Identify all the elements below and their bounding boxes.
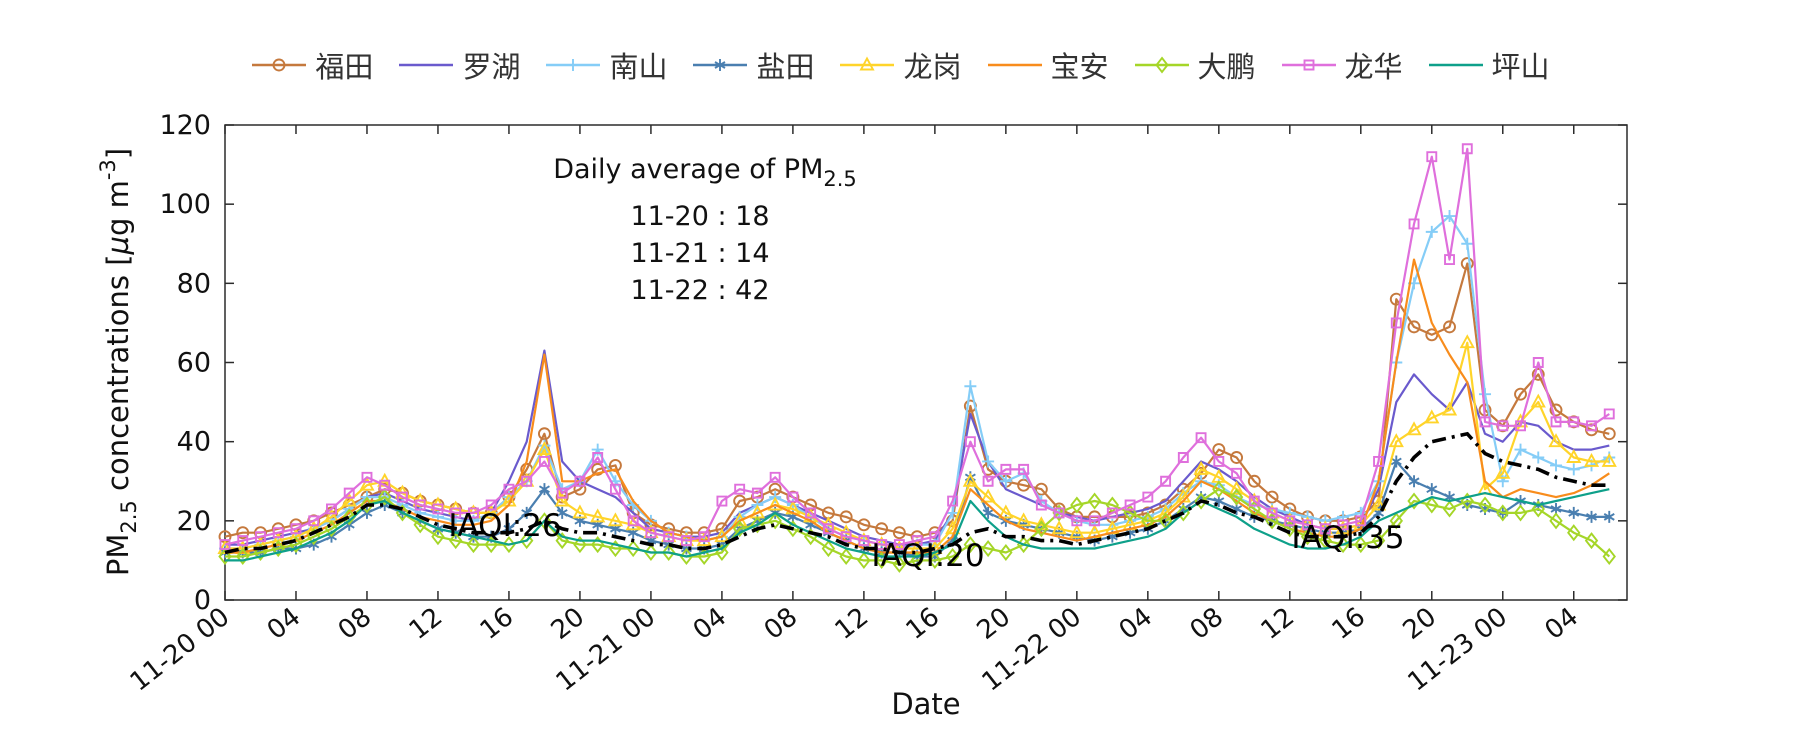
series-longhua	[219, 143, 1615, 551]
x-axis-label: Date	[891, 687, 960, 721]
x-tick-label: 08	[1185, 602, 1230, 646]
y-tick-label: 120	[159, 110, 211, 141]
series-line-nanshan	[225, 214, 1610, 550]
y-tick-label: 60	[177, 348, 211, 379]
pingshan-line-icon	[1428, 63, 1483, 67]
iaqi-label-3: IAQI:35	[1291, 520, 1404, 556]
x-tick-label: 11-20 00	[125, 602, 236, 698]
x-tick-label: 12	[1256, 602, 1301, 646]
legend-item-luohu: 罗湖	[397, 44, 520, 86]
y-axis-label: PM2.5 concentrations [µg m-3]	[96, 148, 141, 576]
series-pingshan	[225, 488, 1610, 562]
nanshan-line-marker-icon	[546, 59, 601, 71]
longgang-line-marker-icon	[840, 56, 895, 71]
series-lines	[217, 143, 1617, 573]
x-tick-label: 12	[404, 602, 449, 646]
daily-average-title: Daily average of PM2.5	[553, 154, 857, 191]
legend-label: 南山	[609, 50, 668, 84]
legend-item-longhua: 龙华	[1280, 44, 1403, 86]
iaqi-label-2: IAQI:20	[871, 538, 984, 574]
x-tick-label: 04	[688, 602, 733, 646]
average-line	[224, 431, 1610, 555]
y-tick-label: 100	[159, 189, 211, 220]
yantian-line-marker-icon	[693, 59, 748, 71]
x-tick-label: 16	[475, 602, 520, 646]
baoan-line-icon	[987, 63, 1042, 67]
x-tick-label: 04	[262, 602, 307, 646]
legend-item-baoan: 宝安	[986, 44, 1109, 86]
series-line-longhua	[224, 147, 1610, 546]
x-tick-label: 04	[1540, 602, 1585, 646]
legend: 福田 罗湖 南山 盐田 龙岗 宝安 大鹏 龙华 坪山	[0, 44, 1800, 86]
series-line-pingshan	[225, 488, 1610, 562]
daily-average-line-1: 11-20 : 18	[630, 201, 769, 232]
x-tick-label: 20	[972, 602, 1017, 646]
x-tick-label: 20	[546, 602, 591, 646]
longhua-line-marker-icon	[1281, 59, 1336, 71]
legend-label: 罗湖	[462, 50, 521, 84]
x-tick-label: 04	[1114, 602, 1159, 646]
series-line-dapeng	[225, 488, 1611, 566]
x-tick-label: 20	[1398, 602, 1443, 646]
legend-label: 龙华	[1344, 50, 1403, 84]
x-tick-label: 12	[830, 602, 875, 646]
y-tick-label: 80	[177, 268, 211, 299]
annotations: Daily average of PM2.5 11-20 : 18 11-21 …	[96, 148, 1405, 721]
legend-label: 福田	[315, 50, 374, 84]
futian-line-marker-icon	[252, 58, 307, 72]
legend-label: 盐田	[756, 50, 815, 84]
x-tick-label: 08	[333, 602, 378, 646]
y-tick-label: 0	[194, 585, 211, 616]
series-futian	[218, 257, 1616, 544]
daily-average-line-2: 11-21 : 14	[630, 238, 769, 269]
dapeng-line-marker-icon	[1134, 56, 1189, 74]
iaqi-label-1: IAQI:26	[448, 508, 561, 544]
legend-label: 大鹏	[1197, 50, 1256, 84]
legend-item-longgang: 龙岗	[838, 44, 962, 86]
x-tick-label: 16	[901, 602, 946, 646]
legend-label: 宝安	[1050, 50, 1109, 84]
y-tick-label: 20	[177, 506, 211, 537]
legend-item-nanshan: 南山	[544, 44, 667, 86]
y-tick-label: 40	[177, 427, 211, 458]
luohu-line-icon	[399, 63, 454, 67]
x-tick-label: 16	[1327, 602, 1372, 646]
series-line-futian	[224, 262, 1610, 538]
legend-label: 龙岗	[903, 50, 962, 84]
x-tick-label: 08	[759, 602, 804, 646]
legend-item-dapeng: 大鹏	[1133, 44, 1256, 86]
legend-item-yantian: 盐田	[691, 44, 814, 86]
daily-average-line-3: 11-22 : 42	[630, 275, 769, 306]
legend-item-pingshan: 坪山	[1427, 44, 1550, 86]
legend-label: 坪山	[1491, 50, 1550, 84]
legend-item-futian: 福田	[250, 44, 373, 86]
